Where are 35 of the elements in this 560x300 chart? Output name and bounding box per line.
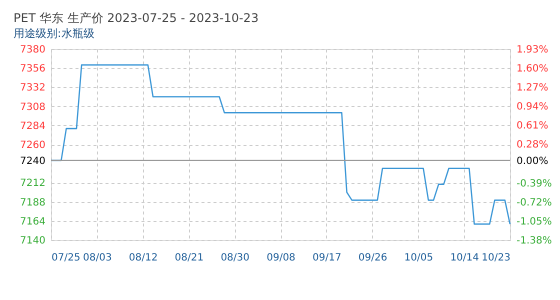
y-tick-label: 7240 <box>20 156 46 167</box>
y2-tick-label: 1.60% <box>516 64 548 75</box>
x-tick-label: 07/25 <box>52 252 80 264</box>
y-tick-label: 7140 <box>20 236 46 246</box>
y-tick-label: 7380 <box>20 44 46 56</box>
y-tick-label: 7164 <box>20 216 46 228</box>
y2-tick-label: -0.39% <box>516 178 552 190</box>
y-tick-label: 7284 <box>20 120 46 132</box>
y2-tick-label: 1.93% <box>516 44 548 56</box>
y2-tick-label: 0.28% <box>516 140 548 151</box>
y-tick-label: 7356 <box>20 64 46 75</box>
x-tick-label: 08/03 <box>82 252 112 264</box>
x-tick-label: 08/30 <box>220 252 250 264</box>
y-tick-label: 7308 <box>20 102 46 113</box>
y2-tick-label: 1.27% <box>516 82 548 94</box>
y-tick-label: 7332 <box>20 82 46 94</box>
x-tick-label: 09/26 <box>358 252 388 264</box>
y-tick-label: 7188 <box>20 197 46 208</box>
y2-tick-label: 0.61% <box>516 120 548 132</box>
y2-tick-label: -1.38% <box>516 236 552 246</box>
y2-tick-label: -0.72% <box>516 197 552 208</box>
x-tick-label: 08/21 <box>174 252 204 264</box>
x-tick-label: 08/12 <box>128 252 158 264</box>
chart-title: PET 华东 生产价 2023-07-25 - 2023-10-23 <box>14 11 259 25</box>
x-tick-label: 10/23 <box>482 252 510 264</box>
y2-tick-label: 0.94% <box>516 102 548 113</box>
y2-tick-label: 0.00% <box>516 156 548 167</box>
x-tick-label: 09/08 <box>266 252 296 264</box>
y-tick-label: 7260 <box>20 140 46 151</box>
x-tick-label: 10/05 <box>404 252 434 264</box>
chart-subtitle: 用途级别:水瓶级 <box>14 27 94 40</box>
x-tick-label: 09/17 <box>312 252 342 264</box>
y2-tick-label: -1.05% <box>516 216 552 228</box>
y-tick-label: 7212 <box>20 178 46 190</box>
x-tick-label: 10/14 <box>450 252 480 264</box>
